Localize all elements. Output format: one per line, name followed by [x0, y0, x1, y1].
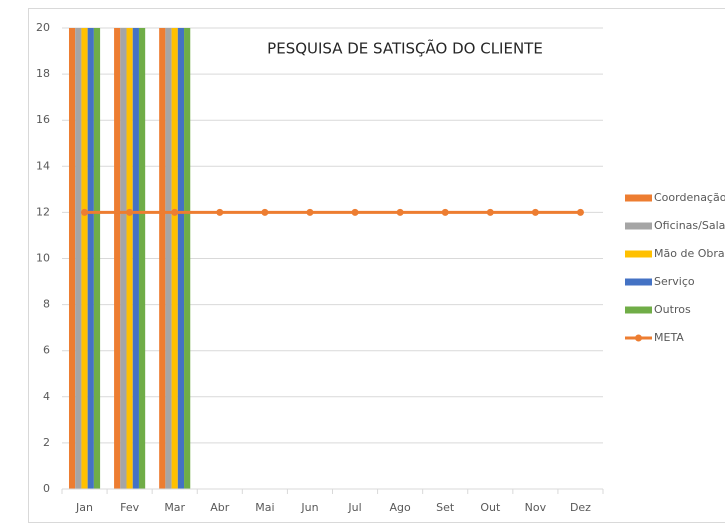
- bar: [75, 28, 82, 489]
- marker: [261, 208, 269, 216]
- marker: [441, 208, 449, 216]
- marker: [486, 208, 494, 216]
- x-tick-label: Mar: [164, 501, 185, 514]
- marker: [126, 208, 134, 216]
- bar: [132, 28, 139, 489]
- x-tick-label: Jul: [347, 501, 361, 514]
- marker: [81, 208, 89, 216]
- x-tick-label: Ago: [390, 501, 412, 514]
- bar: [159, 28, 166, 489]
- marker: [216, 208, 224, 216]
- bar: [81, 28, 88, 489]
- legend-label: META: [654, 331, 684, 344]
- x-tick-label: Jun: [300, 501, 318, 514]
- marker: [171, 208, 179, 216]
- x-tick-label: Jan: [75, 501, 93, 514]
- x-tick-label: Dez: [570, 501, 591, 514]
- y-tick-label: 10: [36, 252, 50, 265]
- bar: [126, 28, 133, 489]
- bar: [120, 28, 127, 489]
- y-tick-label: 0: [43, 482, 50, 495]
- x-tick-label: Out: [480, 501, 501, 514]
- legend-label: Serviço: [654, 275, 695, 288]
- chart-title: PESQUISA DE SATISÇÃO DO CLIENTE: [267, 39, 543, 58]
- legend-swatch: [625, 222, 652, 230]
- legend-label: Coordenação: [654, 191, 725, 204]
- y-tick-label: 4: [43, 390, 50, 403]
- legend-swatch: [625, 250, 652, 258]
- y-tick-label: 2: [43, 436, 50, 449]
- marker: [351, 208, 359, 216]
- bar: [114, 28, 121, 489]
- bar: [184, 28, 191, 489]
- marker: [576, 208, 584, 216]
- y-tick-label: 8: [43, 298, 50, 311]
- legend-label: Mão de Obra: [654, 247, 725, 260]
- y-tick-label: 20: [36, 21, 50, 34]
- marker: [531, 208, 539, 216]
- bar: [177, 28, 185, 489]
- legend-swatch: [625, 278, 652, 286]
- x-tick-label: Abr: [210, 501, 230, 514]
- y-tick-label: 6: [43, 344, 50, 357]
- bar: [138, 28, 146, 489]
- legend-swatch: [625, 194, 652, 202]
- y-tick-label: 12: [36, 205, 50, 218]
- bar: [87, 28, 94, 489]
- marker: [396, 208, 404, 216]
- legend-label: Oficinas/Sala: [654, 219, 725, 232]
- y-tick-label: 16: [36, 113, 50, 126]
- legend-marker: [635, 334, 642, 342]
- bar: [68, 28, 76, 489]
- y-tick-label: 14: [36, 159, 50, 172]
- x-tick-label: Mai: [255, 501, 274, 514]
- bar: [165, 28, 172, 489]
- legend-swatch: [625, 306, 652, 314]
- marker: [306, 208, 314, 216]
- x-tick-label: Nov: [525, 501, 547, 514]
- bar: [171, 28, 178, 489]
- bar: [93, 28, 101, 489]
- legend-label: Outros: [654, 303, 691, 316]
- y-tick-label: 18: [36, 67, 50, 80]
- x-tick-label: Fev: [120, 501, 139, 514]
- x-tick-label: Set: [436, 501, 455, 514]
